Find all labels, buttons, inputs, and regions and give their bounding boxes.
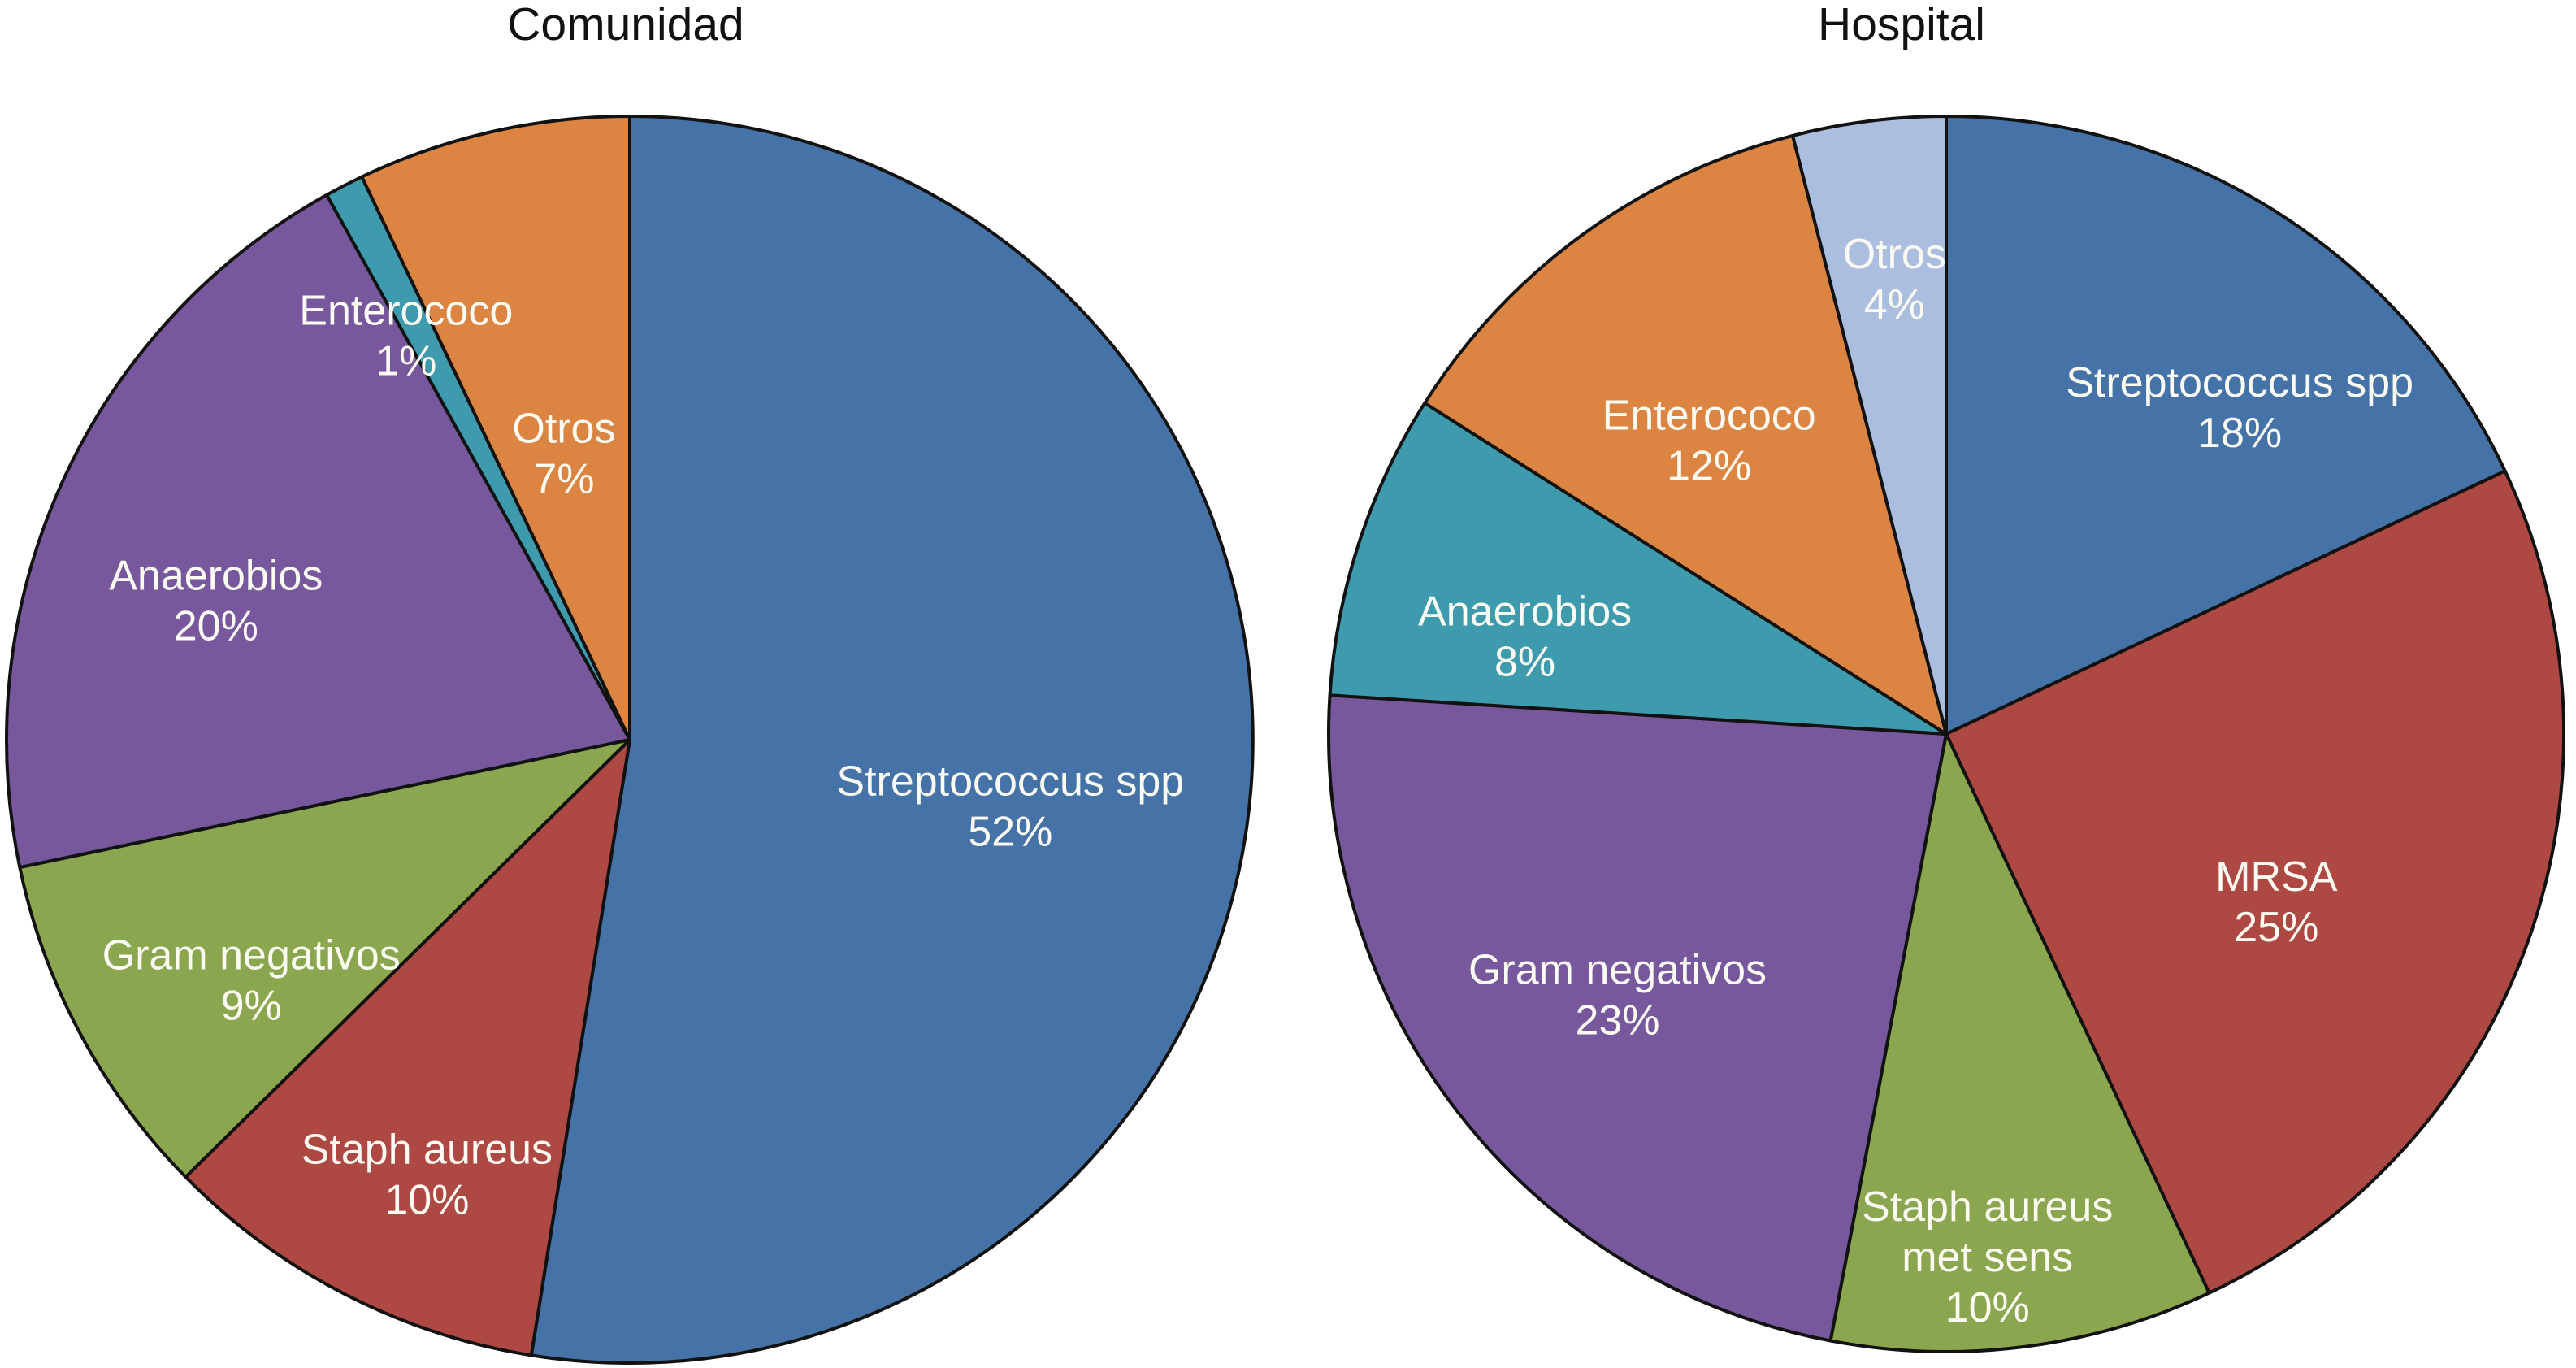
slice-label: Streptococcus spp — [2066, 359, 2413, 406]
pie-slice — [1828, 732, 2211, 1353]
slice-label: 23% — [1575, 997, 1659, 1044]
slice-label: 25% — [2234, 904, 2318, 951]
slice-label: Enterococo — [1602, 393, 1816, 440]
slice-label: Gram negativos — [102, 932, 401, 979]
pie-slice — [1327, 693, 1948, 1343]
right-pie-title: Hospital — [1818, 0, 1985, 50]
slice-label: MRSA — [2215, 853, 2338, 901]
slice-label: 4% — [1864, 281, 1925, 328]
slice-label: Anaerobios — [1418, 588, 1632, 635]
pie-slice — [529, 115, 1255, 1365]
slice-label: 10% — [384, 1176, 469, 1223]
pie-slice — [1945, 469, 2565, 1295]
slice-label: Streptococcus spp — [836, 758, 1184, 806]
slice-label: Otros — [1843, 231, 1946, 278]
pie-slice — [184, 738, 631, 1357]
slice-label: 1% — [375, 338, 436, 385]
slice-label: Staph aureus — [1862, 1183, 2113, 1231]
slice-label: 18% — [2197, 410, 2282, 457]
slice-label: Anaerobios — [109, 553, 323, 600]
slice-label: Gram negativos — [1468, 947, 1767, 994]
pie-slice — [1328, 401, 1948, 736]
pie-slice — [5, 193, 631, 870]
slice-label: Staph aureus — [301, 1126, 553, 1173]
slice-label: 12% — [1667, 443, 1751, 490]
pie-slice — [1791, 115, 1948, 736]
slice-label: 20% — [174, 603, 258, 650]
slice-label: 10% — [1945, 1284, 2030, 1331]
slice-label: 8% — [1494, 638, 1555, 685]
slice-label: met sens — [1902, 1234, 2073, 1281]
left-pie-title: Comunidad — [507, 0, 744, 50]
pie-slice — [18, 738, 631, 1179]
slice-label: 9% — [221, 983, 282, 1030]
pie-slice — [360, 115, 631, 741]
pie-slice — [1423, 133, 1948, 736]
slice-label: 7% — [533, 456, 594, 503]
slice-label: Enterococo — [299, 288, 513, 335]
slice-label: 52% — [968, 809, 1052, 856]
pie-slice — [1945, 115, 2507, 736]
slice-label: Otros — [512, 406, 615, 453]
